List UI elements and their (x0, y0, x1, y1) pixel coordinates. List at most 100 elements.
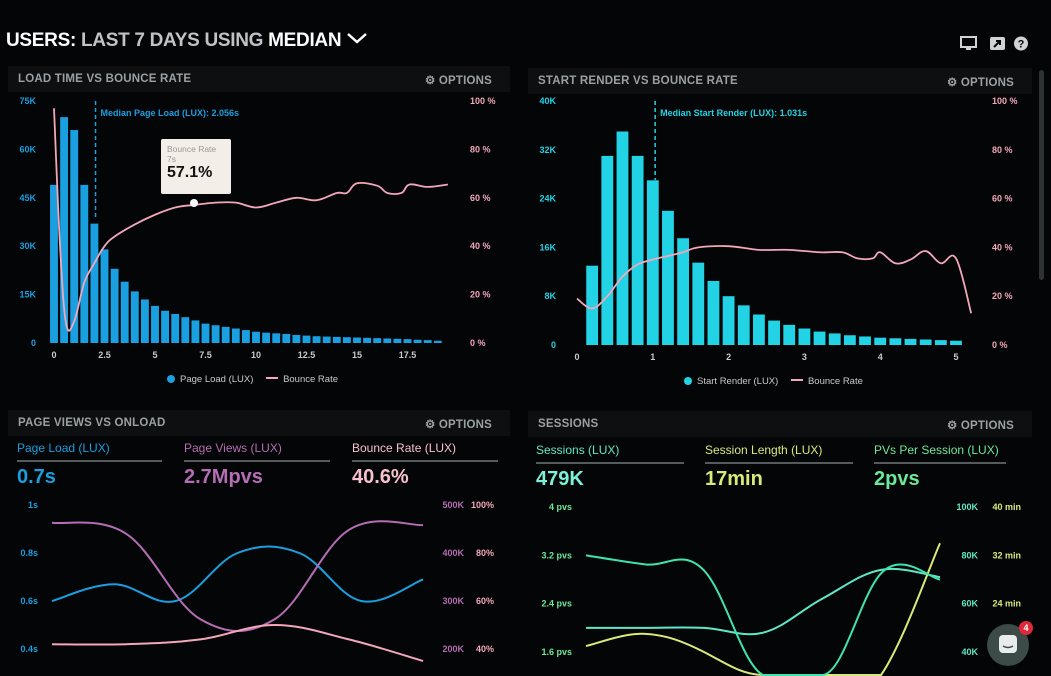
legend-item[interactable]: Page Load (LUX) (180, 374, 254, 385)
y2-tick-label: 80K (961, 550, 978, 560)
chart-tooltip: Bounce Rate 7s 57.1% (161, 139, 231, 194)
y2-tick-label: 80 % (992, 145, 1013, 155)
histogram-bar (151, 305, 159, 343)
y2-tick-label: 60 % (992, 194, 1013, 204)
kpi-label: Session Length (LUX) (705, 443, 823, 457)
y2-tick-label: 40 % (470, 241, 491, 251)
options-button[interactable]: ⚙ OPTIONS (424, 75, 492, 87)
x-tick-label: 5 (152, 350, 157, 360)
histogram-bar (100, 249, 109, 343)
options-button[interactable]: ⚙ OPTIONS (946, 77, 1014, 89)
y2-tick-label: 0 % (992, 340, 1008, 350)
statistic-selector[interactable]: MEDIAN (268, 30, 342, 51)
panel-header-start-render: START RENDER VS BOUNCE RATE ⚙ OPTIONS (528, 68, 1032, 94)
panel-title: PAGE VIEWS VS ONLOAD (18, 417, 166, 429)
histogram-bar (413, 339, 422, 343)
legend-item[interactable]: Bounce Rate (283, 374, 338, 385)
histogram-bar (813, 331, 826, 345)
kpi-label: Page Views (LUX) (184, 441, 282, 455)
median-label: Median Start Render (LUX): 1.031s (660, 108, 807, 118)
kpi-pvs-per-session[interactable]: PVs Per Session (LUX) 2pvs (874, 443, 1006, 491)
histogram-bar (292, 334, 301, 343)
options-button[interactable]: ⚙ OPTIONS (946, 420, 1014, 432)
y3-tick-label: 60% (476, 596, 494, 606)
y-tick-label: 75K (19, 96, 36, 106)
histogram-bar (904, 338, 917, 345)
kpi-value: 479K (536, 468, 584, 490)
histogram-bar (646, 180, 659, 345)
y2-tick-label: 20 % (470, 290, 491, 300)
histogram-bar (919, 339, 932, 345)
y2-tick-label: 60K (961, 599, 978, 609)
kpi-value: 17min (705, 468, 763, 490)
series-line (585, 554, 941, 676)
legend-item[interactable]: Bounce Rate (807, 376, 863, 387)
scrollbar[interactable] (1039, 70, 1044, 280)
x-tick-label: 3 (802, 352, 807, 362)
help-icon[interactable]: ? (1013, 36, 1030, 51)
histogram-bar (373, 338, 382, 343)
histogram-bar (282, 333, 291, 343)
histogram-bar (677, 238, 690, 345)
chat-icon (999, 635, 1017, 653)
y-tick-label: 0 (31, 338, 36, 348)
y2-tick-label: 60 % (470, 193, 491, 203)
y-tick-label: 1s (28, 500, 38, 510)
share-icon[interactable] (989, 36, 1006, 51)
y2-tick-label: 300K (442, 596, 464, 606)
bounce-rate-line (53, 108, 449, 332)
histogram-bar (692, 262, 705, 345)
y2-tick-label: 100 % (470, 96, 496, 106)
histogram-bar (843, 335, 856, 345)
y2-tick-label: 80 % (470, 144, 491, 154)
x-tick-label: 12.5 (298, 350, 316, 360)
kpi-session-length[interactable]: Session Length (LUX) 17min (705, 443, 853, 491)
histogram-bar (383, 338, 392, 343)
histogram-bar (171, 313, 180, 343)
kpi-label: Sessions (LUX) (536, 443, 620, 457)
y-tick-label: 1.6 pvs (541, 647, 572, 657)
y3-tick-label: 24 min (992, 599, 1021, 609)
histogram-bar (140, 299, 149, 343)
legend-item[interactable]: Start Render (LUX) (697, 376, 779, 387)
tooltip-series: Bounce Rate (167, 144, 217, 154)
y3-tick-label: 80% (476, 548, 494, 558)
y-tick-label: 0.4s (20, 644, 38, 654)
y2-tick-label: 200K (442, 644, 464, 654)
x-tick-label: 2 (726, 352, 731, 362)
histogram-bar (241, 330, 250, 343)
chevron-down-icon[interactable] (346, 32, 368, 44)
histogram-bar (201, 323, 210, 343)
y-tick-label: 15K (19, 290, 36, 300)
histogram-bar (332, 336, 341, 343)
page-title[interactable]: USERS: LAST 7 DAYS USING MEDIAN (6, 30, 368, 52)
panel-title: SESSIONS (538, 418, 599, 430)
y-tick-label: 0.6s (20, 596, 38, 606)
histogram-bar (322, 336, 331, 343)
title-prefix: USERS: (6, 30, 76, 51)
histogram-bar (601, 155, 614, 345)
hover-point (190, 199, 198, 207)
options-button[interactable]: ⚙ OPTIONS (424, 419, 492, 431)
panel-header-sessions: SESSIONS ⚙ OPTIONS (528, 411, 1032, 437)
y-tick-label: 4 pvs (549, 502, 572, 512)
x-tick-label: 1 (650, 352, 655, 362)
histogram-bar (889, 338, 902, 345)
divider (874, 462, 1006, 464)
histogram-bar (783, 324, 796, 345)
kpi-value: 0.7s (17, 466, 56, 488)
kpi-sessions[interactable]: Sessions (LUX) 479K (536, 443, 684, 491)
kpi-value: 2.7Mpvs (184, 466, 263, 488)
kpi-value: 40.6% (352, 466, 409, 488)
monitor-icon[interactable] (960, 36, 977, 51)
kpi-page-views[interactable]: Page Views (LUX) 2.7Mpvs (184, 441, 330, 489)
kpi-page-load[interactable]: Page Load (LUX) 0.7s (17, 441, 162, 489)
histogram-bar (50, 184, 58, 343)
kpi-bounce-rate[interactable]: Bounce Rate (LUX) 40.6% (352, 441, 498, 489)
y-tick-label: 16K (539, 242, 556, 252)
x-tick-label: 4 (878, 352, 883, 362)
histogram-bar (312, 336, 321, 343)
histogram-bar (950, 340, 962, 345)
divider (705, 462, 853, 464)
